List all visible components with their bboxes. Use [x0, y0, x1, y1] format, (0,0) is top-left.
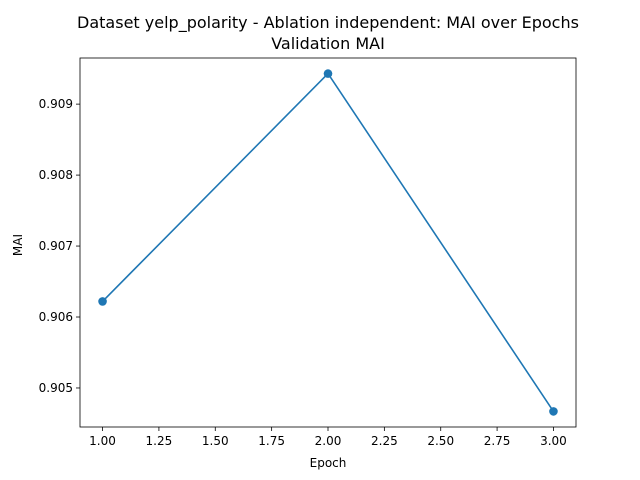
y-tick-label: 0.907 — [39, 239, 73, 253]
x-tick-label: 2.25 — [371, 434, 398, 448]
x-tick-label: 1.50 — [202, 434, 229, 448]
x-tick-label: 1.00 — [89, 434, 116, 448]
y-tick-label: 0.909 — [39, 97, 73, 111]
x-tick-label: 1.75 — [258, 434, 285, 448]
data-point — [98, 297, 107, 306]
chart-title: Dataset yelp_polarity - Ablation indepen… — [77, 13, 579, 33]
x-tick-label: 1.25 — [146, 434, 173, 448]
x-tick-label: 3.00 — [540, 434, 567, 448]
y-tick-label: 0.906 — [39, 310, 73, 324]
data-point — [323, 69, 333, 78]
x-axis-label: Epoch — [310, 456, 347, 470]
x-tick-label: 2.50 — [427, 434, 454, 448]
x-tick-label: 2.00 — [315, 434, 342, 448]
plot-area: 1.00 1.25 1.50 1.75 2.00 2.25 2.50 2.75 3.00 0.90… — [39, 57, 577, 448]
chart-subtitle: Validation MAI — [271, 34, 385, 53]
axes-frame — [79, 57, 577, 428]
y-tick-label: 0.905 — [39, 381, 73, 395]
x-tick-label: 2.75 — [484, 434, 511, 448]
y-axis-label: MAI — [11, 234, 25, 256]
data-point — [549, 407, 558, 416]
y-tick-label: 0.908 — [39, 168, 73, 182]
